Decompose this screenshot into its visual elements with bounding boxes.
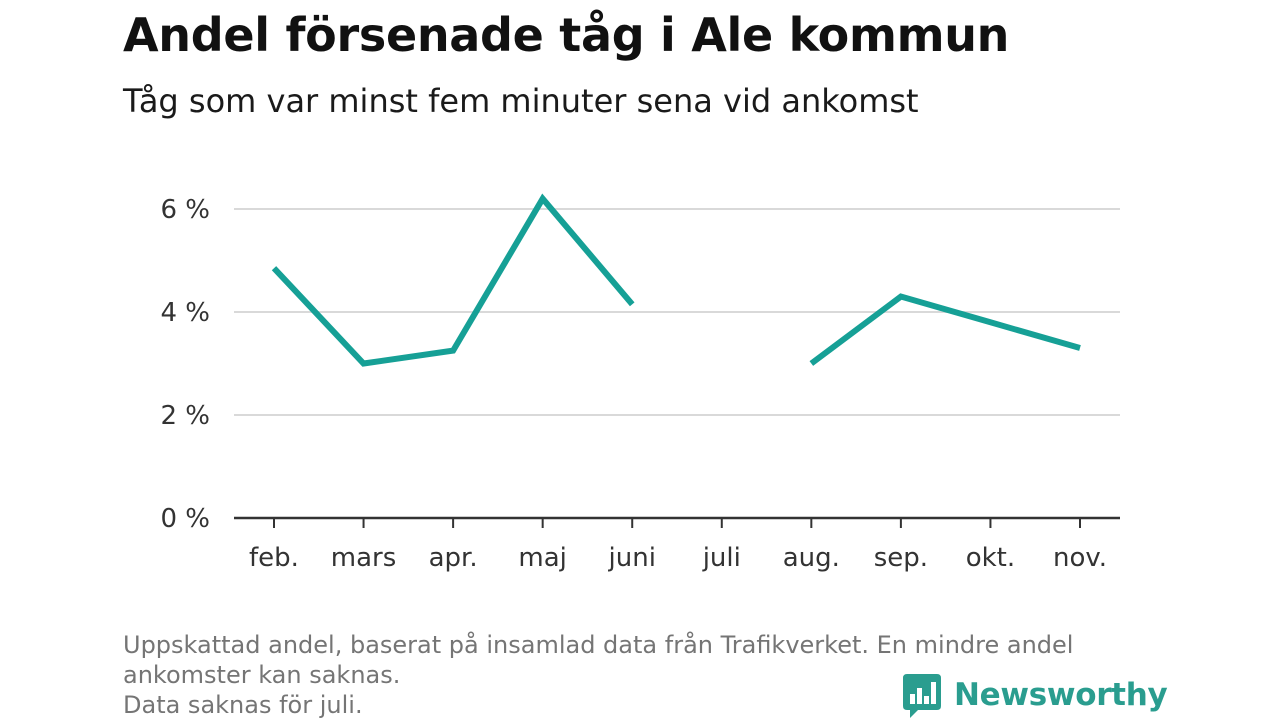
bar-chart-speech-bubble-icon (903, 674, 941, 718)
footnote-line-1: Uppskattad andel, baserat på insamlad da… (123, 631, 1074, 659)
y-tick-label: 0 % (160, 504, 210, 534)
x-tick-label: juli (702, 543, 741, 573)
y-tick-label: 6 % (160, 195, 210, 225)
series-line-segment (809, 293, 1081, 366)
x-tick-label: apr. (429, 543, 478, 573)
line-chart: 0 % 2 % 4 % 6 % feb. mars apr. maj juni juli aug.… (160, 193, 1120, 573)
x-tick-label: okt. (966, 543, 1015, 573)
x-tick-label: maj (518, 543, 566, 573)
footnote: Uppskattad andel, baserat på insamlad da… (123, 630, 1153, 720)
x-tick-label: mars (331, 543, 397, 573)
y-tick-label: 4 % (160, 298, 210, 328)
chart-subtitle: Tåg som var minst fem minuter sena vid a… (123, 82, 919, 120)
footnote-line-2: ankomster kan saknas. (123, 661, 401, 689)
y-tick-label: 2 % (160, 401, 210, 431)
x-tick-label: aug. (783, 543, 840, 573)
gridlines (234, 208, 1120, 416)
brand-name: Newsworthy (954, 677, 1168, 713)
y-axis-ticks: 0 % 2 % 4 % 6 % (160, 195, 210, 534)
x-tick-label: feb. (249, 543, 299, 573)
brand-logo: Newsworthy (902, 670, 1168, 720)
chart-title: Andel försenade tåg i Ale kommun (123, 8, 1010, 62)
x-tick-label: sep. (874, 543, 928, 573)
x-axis: feb. mars apr. maj juni juli aug. sep. okt. nov. (234, 516, 1120, 573)
x-tick-label: nov. (1053, 543, 1107, 573)
series-line-segment (271, 193, 635, 367)
series-lines (271, 193, 1081, 367)
footnote-line-3: Data saknas för juli. (123, 691, 363, 719)
x-tick-label: juni (608, 543, 656, 573)
